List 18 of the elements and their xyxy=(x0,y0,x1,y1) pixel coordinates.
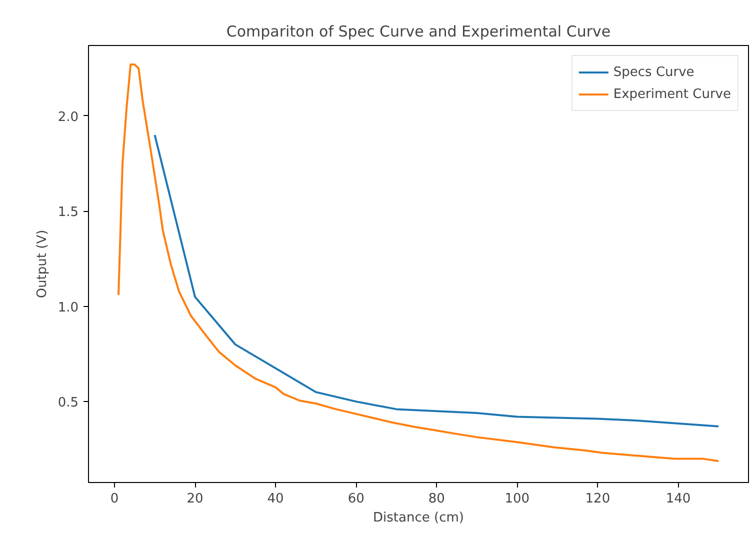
x-tick-label: 140 xyxy=(666,492,691,506)
chart-title: Compariton of Spec Curve and Experimental Curve xyxy=(226,22,611,40)
x-tick-label: 60 xyxy=(348,492,364,506)
y-tick-label: 0.5 xyxy=(58,396,79,411)
y-tick-label: 1.0 xyxy=(58,300,79,316)
y-axis-title: Output (V) xyxy=(34,230,50,298)
legend-label: Experiment Curve xyxy=(613,86,731,102)
y-tick-label: 2.0 xyxy=(58,110,79,125)
x-tick-label: 20 xyxy=(186,492,204,506)
x-axis-title: Distance (cm) xyxy=(373,510,464,526)
x-tick-label: 80 xyxy=(428,492,445,506)
x-tick-label: 0 xyxy=(110,492,119,506)
y-tick-label: 1.5 xyxy=(58,205,79,220)
x-tick-label: 100 xyxy=(504,492,530,506)
x-tick-label: 120 xyxy=(585,492,610,506)
legend-label: Specs Curve xyxy=(613,64,694,80)
x-tick-label: 40 xyxy=(267,492,284,506)
line-series xyxy=(154,134,720,428)
